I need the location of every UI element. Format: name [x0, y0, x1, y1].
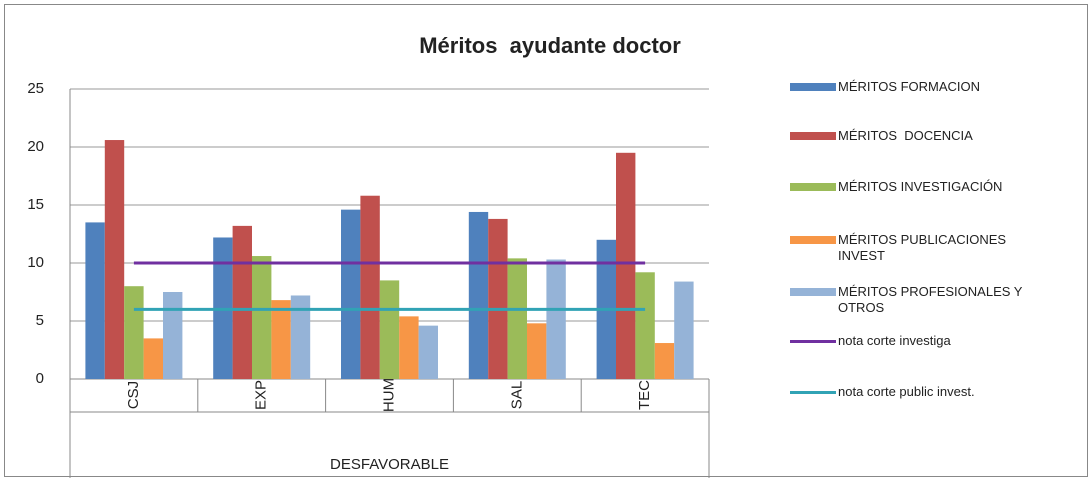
bar — [290, 295, 311, 379]
bar — [163, 292, 183, 379]
bar — [232, 225, 252, 379]
bar — [527, 323, 547, 379]
bar — [143, 338, 163, 379]
legend-label: nota corte public invest. — [838, 384, 975, 399]
bar — [360, 195, 380, 379]
bar — [654, 343, 675, 379]
bar — [399, 316, 419, 379]
x-tick-label: SAL — [508, 381, 525, 409]
legend-label: MÉRITOS INVESTIGACIÓN — [838, 179, 1003, 194]
y-tick-label: 10 — [27, 254, 44, 271]
group-label: DESFAVORABLE — [330, 456, 449, 473]
legend-label: nota corte investiga — [838, 333, 951, 348]
legend-swatch — [790, 236, 836, 244]
bar — [507, 258, 527, 379]
bar — [379, 280, 400, 379]
bar — [616, 152, 636, 379]
y-tick-label: 20 — [27, 138, 44, 155]
legend-swatch — [790, 183, 836, 191]
y-tick-label: 0 — [36, 370, 44, 387]
bar — [488, 218, 508, 379]
bar — [546, 259, 566, 379]
legend-label: MÉRITOS FORMACION — [838, 79, 981, 94]
x-tick-label: HUM — [380, 378, 397, 412]
bar — [271, 300, 291, 379]
bar — [418, 325, 438, 379]
bar — [104, 140, 125, 379]
bar — [85, 222, 105, 379]
legend-label: MÉRITOS PUBLICACIONES INVEST — [838, 232, 1010, 263]
legend-swatch — [790, 390, 836, 394]
bar — [468, 211, 489, 379]
bar — [124, 286, 144, 379]
bar — [252, 256, 272, 379]
bar — [341, 209, 361, 379]
chart-title: Méritos ayudante doctor — [419, 33, 681, 58]
x-tick-label: EXP — [253, 380, 270, 410]
y-tick-label: 15 — [27, 196, 44, 213]
legend-swatch — [790, 288, 836, 296]
x-tick-label: TEC — [636, 380, 653, 410]
bar — [674, 281, 694, 379]
legend-label: MÉRITOS PROFESIONALES Y OTROS — [838, 284, 1026, 315]
chart-border — [4, 4, 1088, 477]
legend-swatch — [790, 339, 836, 343]
legend-swatch — [790, 132, 836, 140]
y-tick-label: 25 — [27, 80, 44, 97]
y-tick-label: 5 — [36, 312, 44, 329]
legend-label: MÉRITOS DOCENCIA — [838, 128, 973, 143]
x-tick-label: CSJ — [125, 381, 142, 409]
legend-swatch — [790, 83, 836, 91]
bar — [635, 272, 655, 379]
